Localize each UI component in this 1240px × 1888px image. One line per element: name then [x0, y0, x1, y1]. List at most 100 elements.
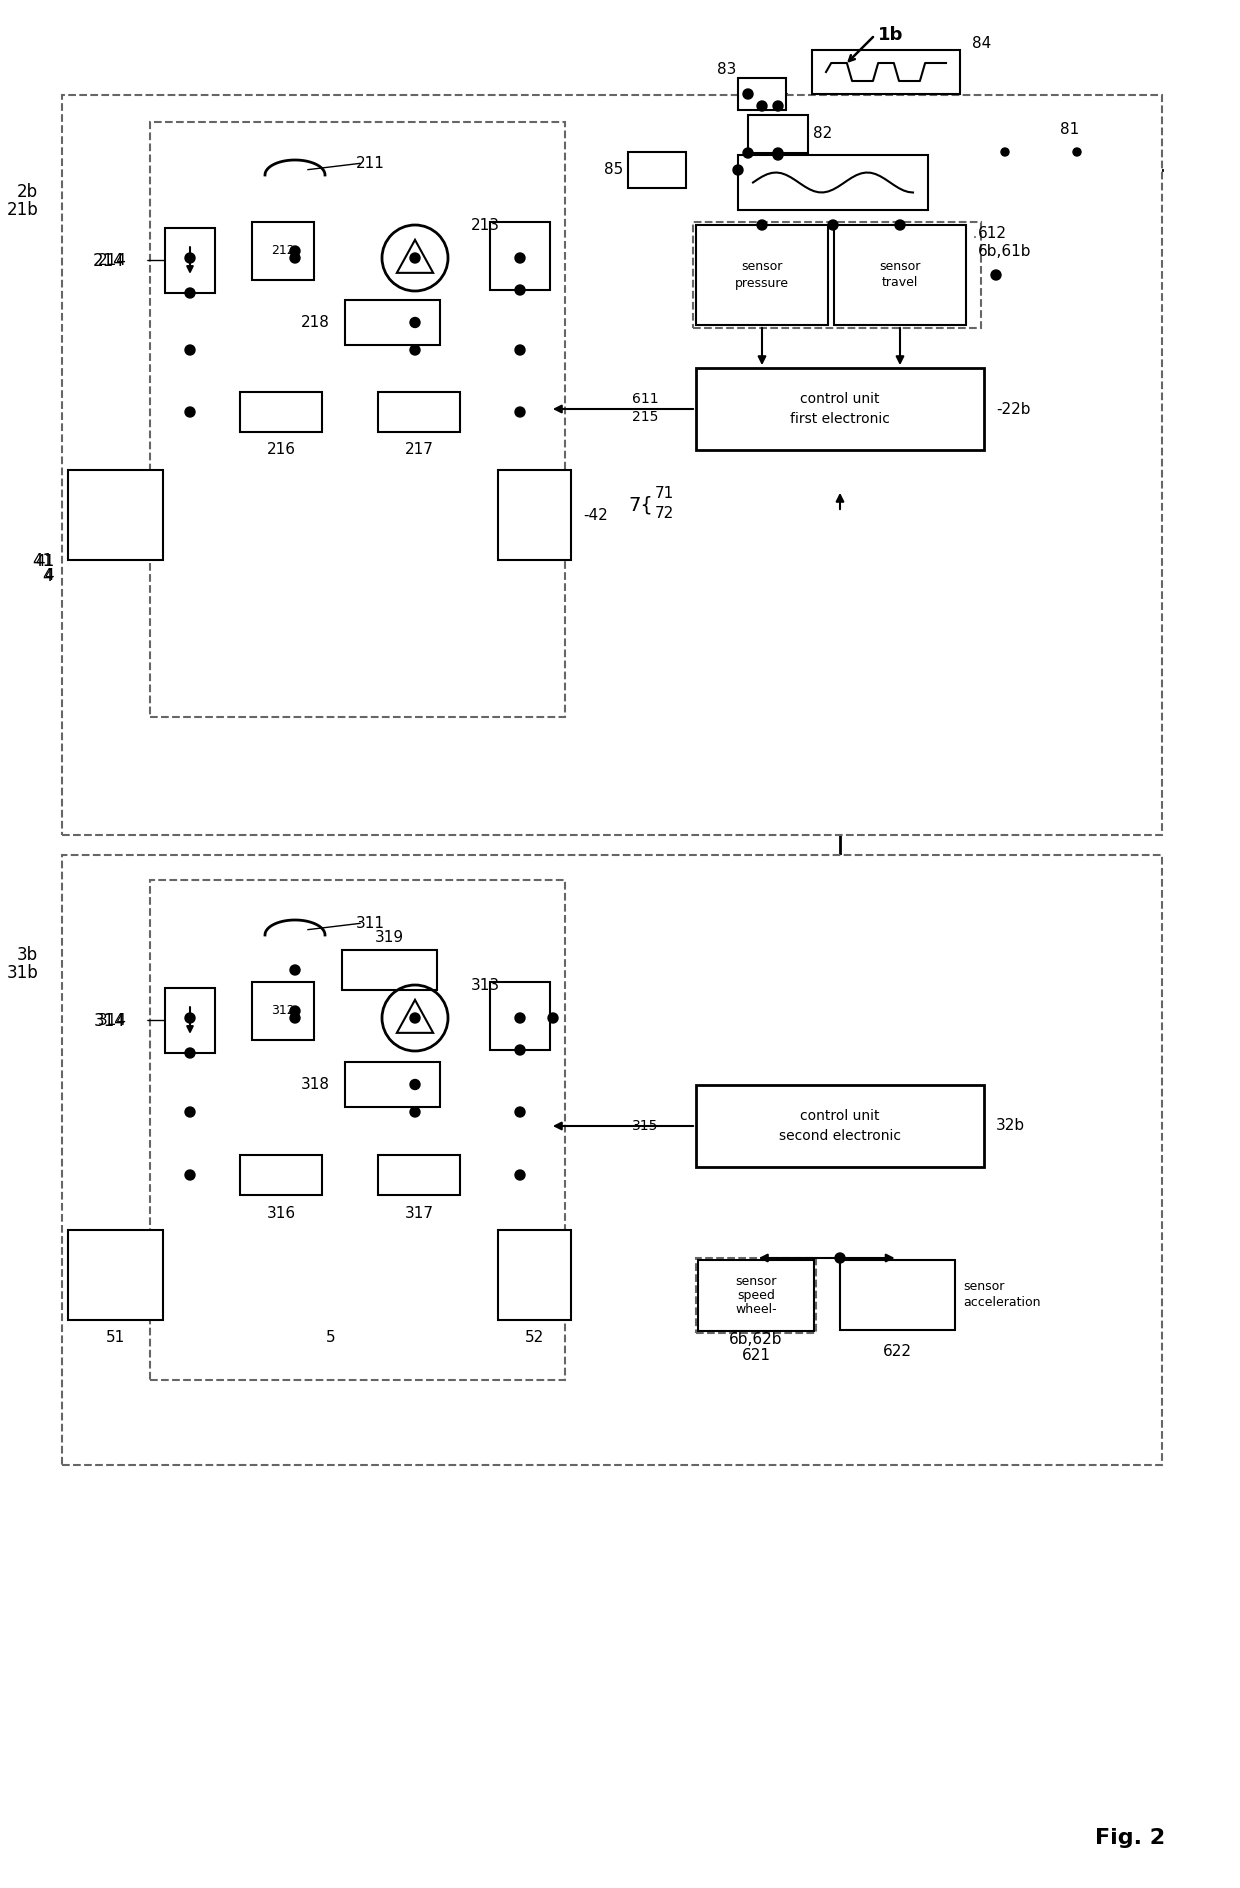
Circle shape [290, 245, 300, 257]
Circle shape [895, 221, 905, 230]
Circle shape [410, 1080, 420, 1089]
Text: 317: 317 [404, 1206, 434, 1220]
Circle shape [1001, 147, 1009, 157]
FancyBboxPatch shape [490, 223, 551, 291]
Text: sensor: sensor [742, 261, 782, 274]
FancyBboxPatch shape [498, 1229, 570, 1320]
Text: 1b: 1b [878, 26, 904, 43]
Text: 3b: 3b [17, 946, 38, 965]
Text: sensor: sensor [963, 1280, 1004, 1293]
Text: control unit: control unit [800, 393, 879, 406]
FancyBboxPatch shape [345, 1061, 440, 1106]
Text: 318: 318 [301, 1076, 330, 1091]
FancyBboxPatch shape [62, 94, 1162, 834]
Circle shape [185, 1014, 195, 1023]
Circle shape [743, 147, 753, 159]
Circle shape [515, 285, 525, 295]
FancyBboxPatch shape [165, 228, 215, 293]
Text: 213: 213 [470, 217, 500, 232]
Text: 211: 211 [356, 155, 384, 170]
Text: travel: travel [882, 276, 918, 289]
FancyBboxPatch shape [696, 1257, 816, 1333]
Circle shape [515, 1171, 525, 1180]
Text: 5: 5 [326, 1331, 335, 1346]
Text: 316: 316 [267, 1206, 295, 1220]
FancyBboxPatch shape [150, 880, 565, 1380]
FancyBboxPatch shape [498, 470, 570, 561]
Text: 314: 314 [93, 1012, 125, 1029]
FancyBboxPatch shape [345, 300, 440, 346]
Text: 216: 216 [267, 442, 295, 457]
Circle shape [515, 1106, 525, 1118]
FancyBboxPatch shape [696, 368, 985, 449]
FancyBboxPatch shape [812, 49, 960, 94]
Circle shape [185, 253, 195, 262]
Circle shape [515, 408, 525, 417]
FancyBboxPatch shape [342, 950, 436, 989]
Text: 41: 41 [35, 555, 55, 570]
Circle shape [185, 346, 195, 355]
Text: 214: 214 [93, 251, 125, 270]
Text: 85: 85 [604, 162, 622, 177]
Circle shape [290, 1006, 300, 1016]
Text: 82: 82 [813, 126, 832, 142]
Circle shape [410, 346, 420, 355]
Text: 214: 214 [98, 253, 126, 268]
FancyBboxPatch shape [696, 1086, 985, 1167]
FancyBboxPatch shape [835, 225, 966, 325]
Text: wheel-: wheel- [735, 1303, 776, 1316]
Circle shape [835, 1254, 844, 1263]
Circle shape [185, 1106, 195, 1118]
Text: 6b,61b: 6b,61b [978, 245, 1032, 259]
Text: 212: 212 [272, 245, 295, 257]
Text: acceleration: acceleration [963, 1297, 1040, 1310]
Text: 4: 4 [45, 568, 55, 583]
Text: 71: 71 [655, 485, 675, 500]
Text: 215: 215 [632, 410, 658, 425]
Text: 81: 81 [1060, 123, 1079, 138]
Text: speed: speed [737, 1290, 775, 1303]
Text: 32b: 32b [996, 1118, 1025, 1133]
Circle shape [515, 253, 525, 262]
FancyBboxPatch shape [738, 77, 786, 110]
FancyBboxPatch shape [693, 223, 981, 329]
FancyBboxPatch shape [165, 987, 215, 1054]
FancyBboxPatch shape [241, 393, 322, 432]
Circle shape [185, 1048, 195, 1057]
Circle shape [756, 100, 768, 111]
Circle shape [410, 253, 420, 262]
Text: 218: 218 [301, 315, 330, 330]
Text: 84: 84 [972, 36, 991, 51]
Circle shape [743, 89, 753, 98]
Text: 31b: 31b [6, 965, 38, 982]
FancyBboxPatch shape [490, 982, 551, 1050]
Text: 6b,62b: 6b,62b [729, 1331, 782, 1346]
Circle shape [828, 221, 838, 230]
Text: 315: 315 [632, 1120, 658, 1133]
Text: 83: 83 [717, 62, 737, 77]
Text: 612: 612 [978, 227, 1007, 242]
Circle shape [185, 289, 195, 298]
Circle shape [410, 1014, 420, 1023]
Circle shape [290, 253, 300, 262]
Text: 52: 52 [525, 1331, 544, 1346]
Circle shape [756, 221, 768, 230]
Circle shape [290, 965, 300, 974]
Circle shape [515, 346, 525, 355]
Text: 611: 611 [632, 393, 658, 406]
FancyBboxPatch shape [241, 1155, 322, 1195]
FancyBboxPatch shape [748, 115, 808, 153]
Text: 313: 313 [470, 978, 500, 993]
Text: 41: 41 [32, 551, 53, 570]
FancyBboxPatch shape [62, 855, 1162, 1465]
Circle shape [548, 1014, 558, 1023]
FancyBboxPatch shape [696, 225, 828, 325]
Circle shape [185, 408, 195, 417]
Text: pressure: pressure [735, 276, 789, 289]
FancyBboxPatch shape [378, 1155, 460, 1195]
Circle shape [410, 1106, 420, 1118]
Circle shape [515, 1044, 525, 1055]
Circle shape [410, 317, 420, 327]
Text: second electronic: second electronic [779, 1129, 901, 1142]
Text: -22b: -22b [996, 402, 1030, 417]
